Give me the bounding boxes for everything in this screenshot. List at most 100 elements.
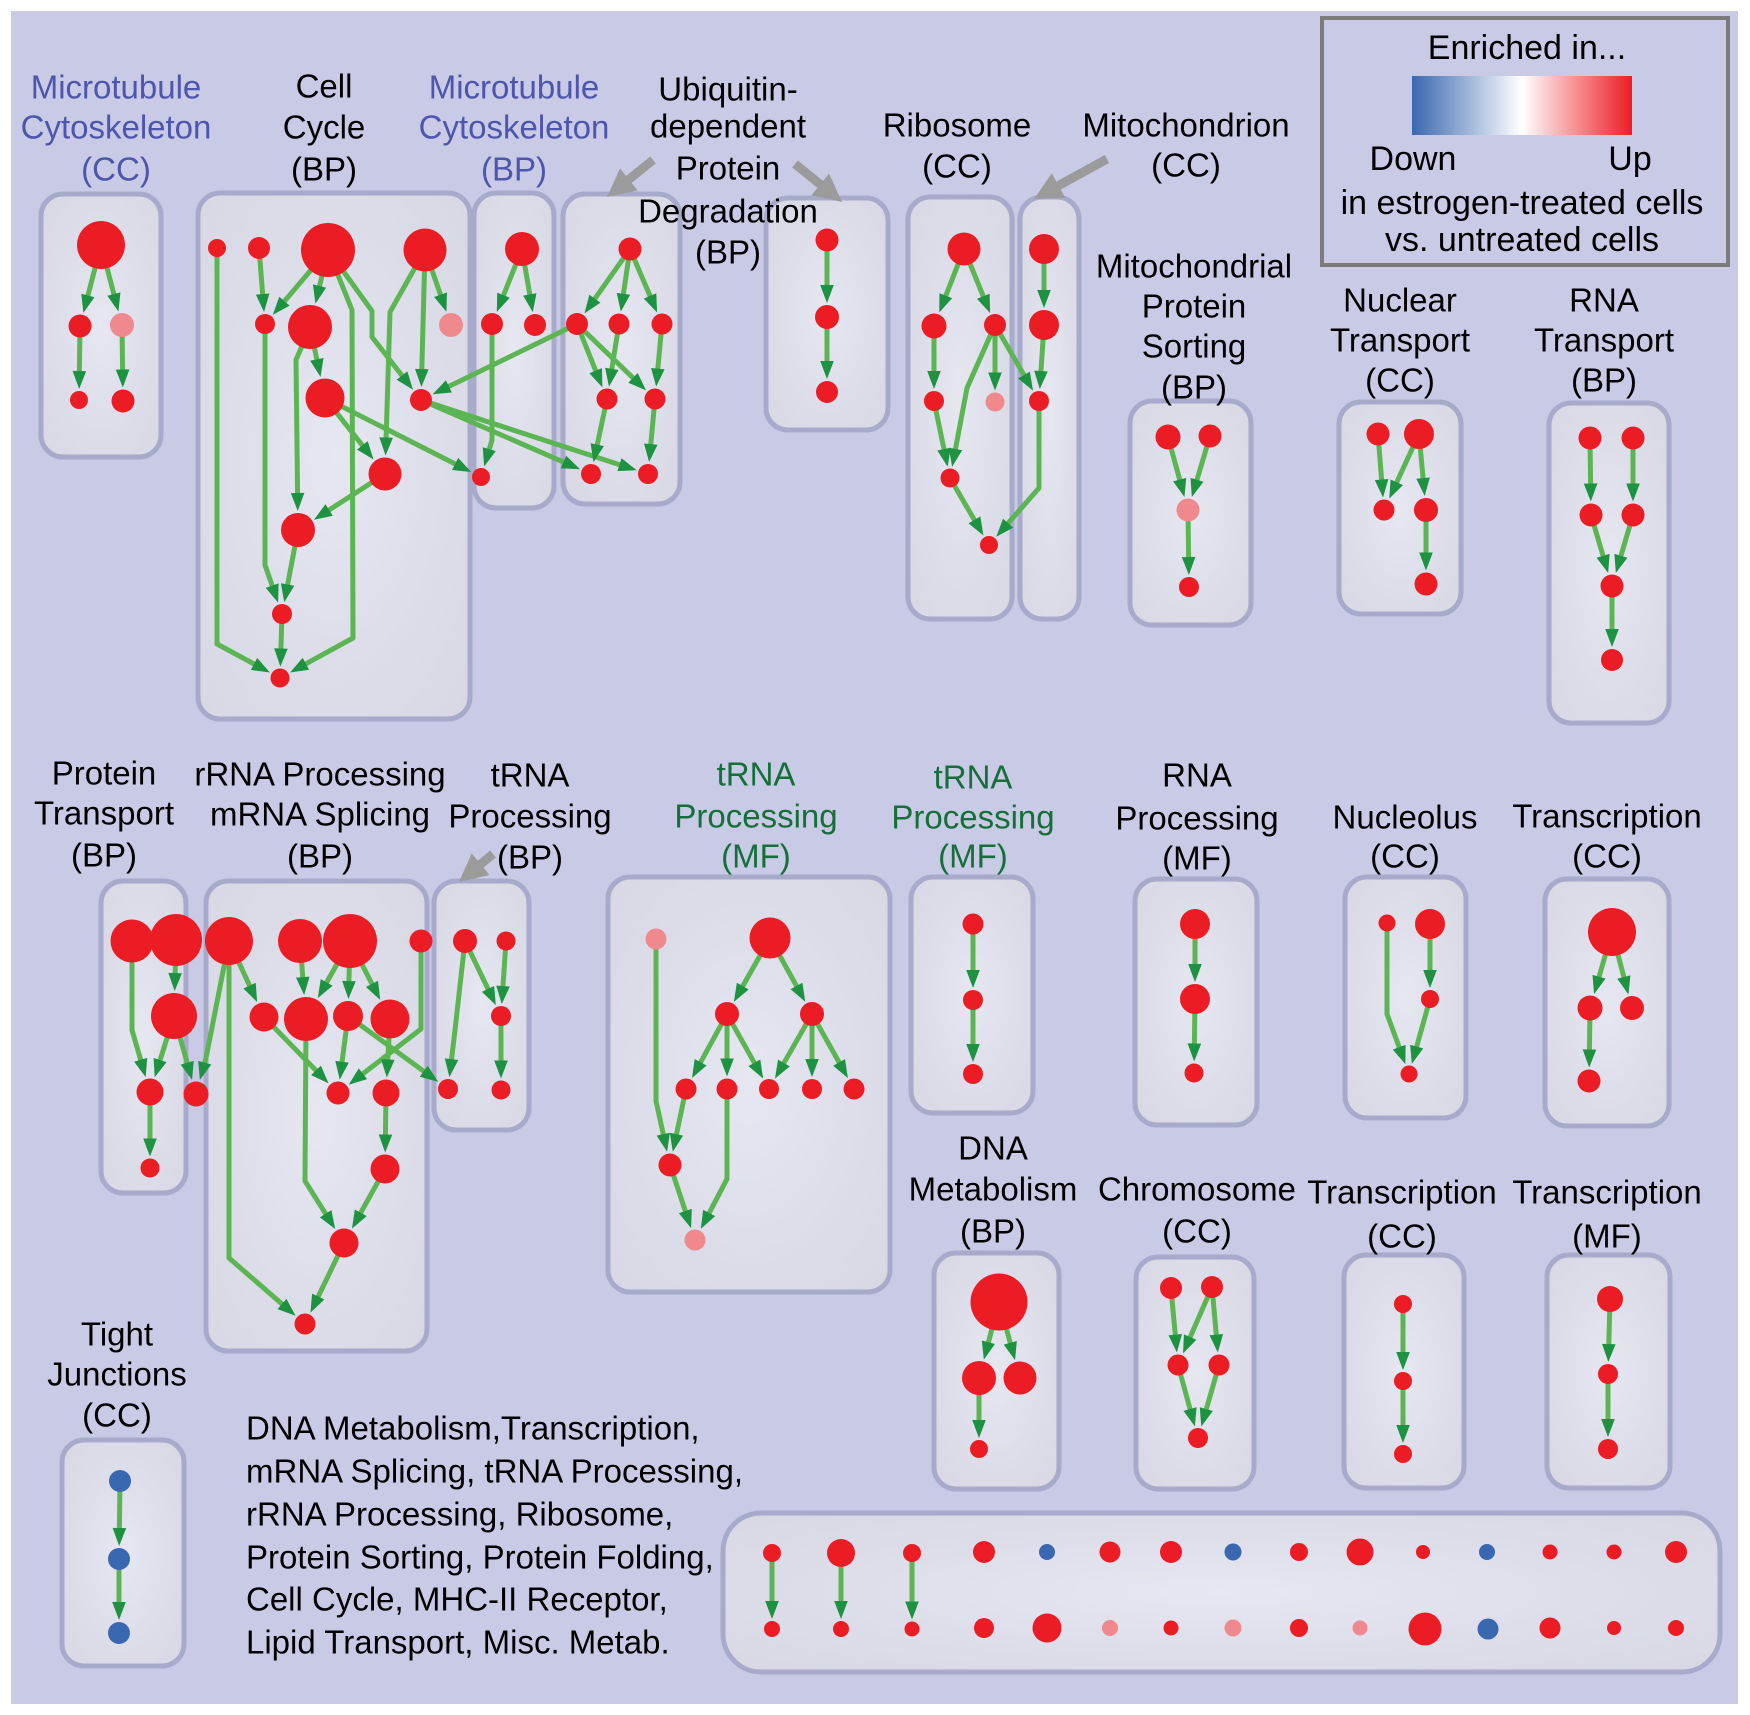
edge-tj2-tj3-head: [112, 1602, 126, 1620]
node-nu2: [1415, 909, 1445, 939]
edge-tm2-tmb3-head: [748, 1059, 764, 1079]
node-s12t: [1479, 1544, 1495, 1560]
edge-rib3-ribp-head: [988, 372, 1002, 391]
edge-rib1-rib2-head: [939, 293, 953, 313]
node-cc8: [368, 457, 402, 491]
node-s9b: [1290, 1619, 1308, 1637]
node-rib5: [940, 468, 960, 488]
node-nt2: [1404, 419, 1434, 449]
label-mt-bp-line2: (BP): [481, 151, 547, 188]
edge-mito2-mito3-head: [1034, 370, 1048, 390]
edge-s1t-s1b-head: [765, 1601, 779, 1619]
node-mito3: [1029, 391, 1049, 411]
edge-ub2b-ub2c-head: [820, 361, 834, 379]
edge-tc1-tc2-head: [1592, 974, 1606, 995]
node-s5t: [1039, 1544, 1055, 1560]
node-rr1: [205, 917, 253, 965]
node-mps2: [1198, 424, 1222, 448]
gray-arrow-ubiquitin-to-box2-head: [811, 173, 842, 202]
edge-pt3-pt5-head: [180, 1060, 194, 1081]
edge-tb2-tb3-head: [496, 985, 510, 1005]
node-mps3: [1179, 577, 1199, 597]
edge-mtcc1-mtcc3-head: [107, 292, 121, 312]
node-ccp: [439, 313, 463, 337]
edge-tb1-tb3-head: [481, 986, 496, 1006]
edge-dm1-dm2-head: [981, 1340, 995, 1360]
edge-cchub-ub1b2-head: [617, 458, 637, 472]
node-ribp: [985, 392, 1005, 412]
node-t41: [1597, 1286, 1623, 1312]
label-ribosome-line0: Ribosome: [883, 107, 1032, 144]
node-tmp: [684, 1229, 706, 1251]
node-mps1: [1155, 424, 1181, 450]
edge-tb1-tb4-line: [448, 940, 468, 1066]
node-s2b: [833, 1621, 849, 1637]
label-trna-mf-1-line1: Processing: [674, 798, 837, 835]
node-mtcc5: [111, 389, 135, 413]
node-cc6: [288, 305, 332, 349]
node-tmb3: [759, 1079, 779, 1099]
group-box-transcription-cc-2: [1542, 876, 1672, 1129]
edge-tm2-tmb2-head: [720, 1058, 734, 1077]
edge-cc1-cc11-head: [250, 658, 270, 673]
edge-cchub-ub1b2-line: [420, 397, 627, 470]
node-tc2: [1577, 995, 1603, 1021]
edge-rib4-rib5-head: [937, 447, 951, 467]
node-rrd2: [372, 1079, 400, 1107]
node-mtcc4: [70, 391, 88, 409]
edge-mtb2-mtb4-head: [482, 447, 496, 467]
edge-dm2-dm4-head: [972, 1420, 986, 1438]
label-cell-cycle-line0: Cell: [296, 68, 353, 105]
node-rrm2: [284, 997, 328, 1041]
node-nu1: [1378, 914, 1396, 932]
label-trna-mf-1-line0: tRNA: [717, 756, 796, 793]
node-ub1d2: [644, 388, 666, 410]
note-block-line4: Cell Cycle, MHC-II Receptor,: [246, 1581, 668, 1618]
edge-rr2-rrm2-head: [295, 976, 310, 996]
legend-subtitle-2: vs. untreated cells: [1385, 221, 1659, 259]
node-nt4: [1414, 498, 1438, 522]
node-cc3: [301, 223, 355, 277]
node-tm1: [749, 917, 791, 959]
node-s8b: [1224, 1619, 1242, 1637]
edge-cc6-cc7-head: [310, 357, 324, 377]
node-tm3: [800, 1002, 824, 1026]
label-ubiquitin-1-line2: Protein: [676, 150, 781, 187]
node-s2t: [827, 1539, 855, 1567]
label-cell-cycle-line1: Cycle: [283, 109, 366, 146]
node-cc10: [272, 604, 292, 624]
edge-ub1m1-cchub-head: [432, 380, 452, 395]
edge-mito1-mito2-head: [1037, 290, 1051, 308]
edge-ub1t-ub1m3-head: [643, 293, 658, 313]
label-trna-mf-2-line1: Processing: [891, 799, 1054, 836]
node-ub2a: [815, 228, 839, 252]
legend-title: Enriched in...: [1428, 29, 1626, 67]
edge-rib3-rib5-head: [948, 447, 963, 467]
edge-cc7-mtb4-line: [323, 395, 462, 469]
node-ub2b: [815, 305, 839, 329]
label-tight-junctions-line2: (CC): [82, 1397, 152, 1434]
label-trna-mf-2-line0: tRNA: [934, 759, 1013, 796]
node-ch4: [1208, 1354, 1230, 1376]
edge-rr4-rrd1-line: [356, 941, 424, 1080]
node-pt3: [151, 993, 197, 1039]
node-mtcc2: [68, 314, 92, 338]
node-mtb3: [524, 314, 546, 336]
edge-cc2-cc5-head: [255, 293, 270, 313]
edge-t2b-t2c-head: [966, 1044, 980, 1062]
node-dm1: [970, 1273, 1028, 1331]
group-box-ubiquitin-1: [560, 191, 683, 507]
node-tmb2: [716, 1078, 738, 1100]
node-s11t: [1416, 1545, 1430, 1559]
node-cc11: [270, 668, 290, 688]
node-pt1: [110, 919, 154, 963]
edge-cc3-cc6-head: [312, 284, 327, 304]
label-mt-bp-line1: Cytoskeleton: [419, 109, 610, 146]
edge-mtcc2-mtcc4-head: [72, 370, 87, 390]
label-ubiquitin-1-line4: (BP): [695, 234, 761, 271]
edge-rr1-rrm1-head: [243, 982, 258, 1003]
node-rt3: [1579, 503, 1603, 527]
label-ribosome-line1: (CC): [922, 148, 992, 185]
label-nucleolus-line1: (CC): [1370, 838, 1440, 875]
node-tm0: [645, 928, 667, 950]
